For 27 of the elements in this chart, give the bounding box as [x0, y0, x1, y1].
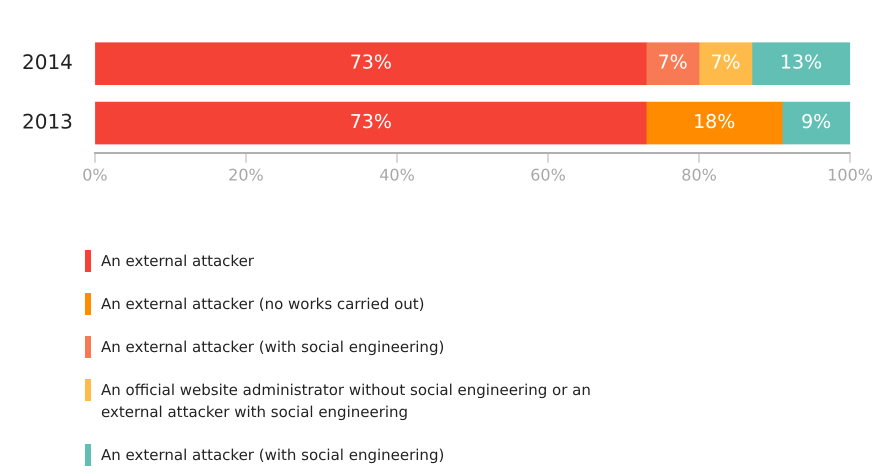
- bar: [752, 42, 850, 86]
- data-label: 7%: [658, 52, 688, 74]
- data-label: 9%: [801, 111, 832, 134]
- legend-label: An external attacker (with social engineering): [101, 445, 444, 466]
- bar: [698, 42, 752, 86]
- bar: [95, 42, 647, 86]
- y-tick-label: 2014: [22, 50, 73, 74]
- x-tick-label: 0%: [82, 166, 108, 185]
- x-tick-label: 40%: [379, 166, 415, 185]
- legend-label: An external attacker (with social engineering): [101, 337, 444, 358]
- bar: [646, 42, 700, 86]
- y-tick-label: 2013: [22, 109, 73, 134]
- legend-label: An official website administrator without social engineering or an external attacker with social engineering: [101, 380, 592, 423]
- bar: [95, 102, 647, 144]
- bar: [646, 102, 782, 144]
- x-tick-label: 60%: [530, 166, 566, 185]
- data-label: 7%: [710, 52, 741, 74]
- x-tick-label: 80%: [681, 166, 717, 185]
- legend-label: An external attacker (no works carried out): [101, 294, 425, 315]
- data-label: 73%: [350, 111, 392, 134]
- legend-label: An external attacker: [101, 251, 254, 272]
- x-tick-label: 100%: [827, 166, 874, 185]
- bar: [782, 102, 850, 144]
- data-label: 18%: [693, 111, 736, 134]
- data-label: 73%: [350, 52, 392, 74]
- x-tick-label: 20%: [228, 166, 264, 185]
- data-label: 13%: [780, 52, 822, 74]
